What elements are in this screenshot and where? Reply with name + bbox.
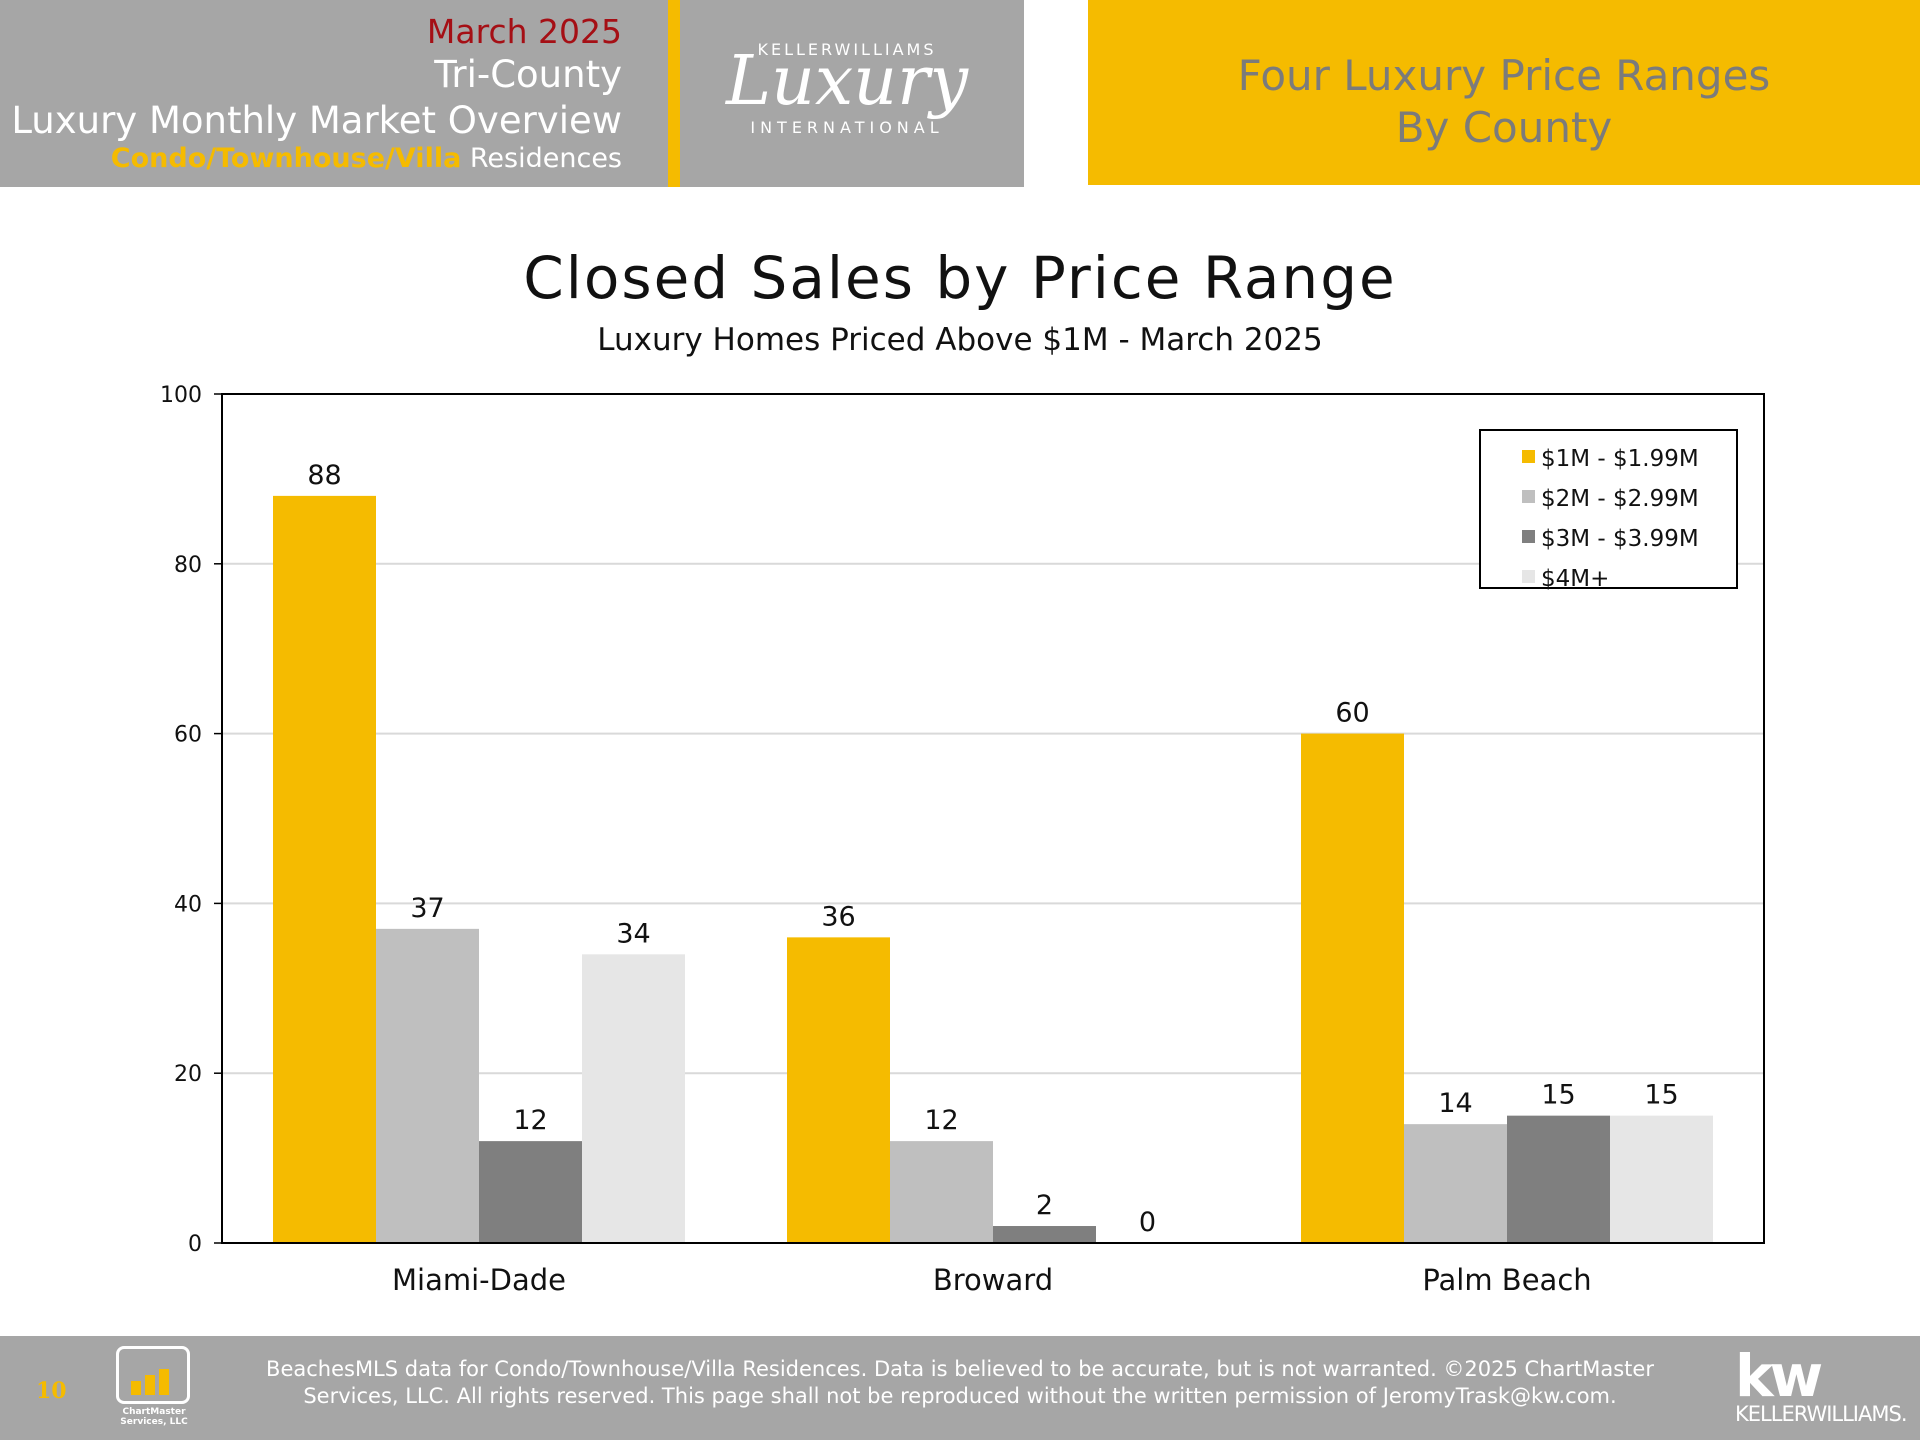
data-label: 15	[1644, 1080, 1678, 1111]
legend-swatch	[1522, 450, 1535, 463]
chart-subtitle: Luxury Homes Priced Above $1M - March 20…	[597, 322, 1323, 358]
report-region: Tri-County	[434, 53, 622, 96]
chartmaster-logo-label: ChartMaster Services, LLC	[120, 1407, 188, 1427]
footer-disclaimer-line2: Services, LLC. All rights reserved. This…	[303, 1384, 1617, 1408]
y-tick-label: 20	[174, 1062, 202, 1087]
bar	[376, 928, 479, 1243]
bar	[1301, 733, 1404, 1243]
y-tick-label: 40	[174, 892, 202, 917]
data-label: 12	[924, 1105, 958, 1136]
closed-sales-bar-chart: 0 20 40 60 80 100 88 36 60 37 12 14 12 2 15 34 0 15 Miami-…	[160, 383, 1765, 1297]
page-number: 10	[36, 1378, 67, 1404]
logo-brand-text: KELLERWILLIAMS	[757, 40, 937, 59]
property-type-accent: Condo/Townhouse/Villa	[110, 143, 462, 174]
report-overview-title: Luxury Monthly Market Overview	[11, 99, 622, 142]
section-title: Four Luxury Price Ranges By County	[1088, 50, 1920, 154]
bar	[1507, 1115, 1610, 1243]
section-title-line1: Four Luxury Price Ranges	[1237, 51, 1771, 100]
footer-bar	[0, 1336, 1920, 1440]
legend-swatch	[1522, 530, 1535, 543]
legend-swatch	[1522, 570, 1535, 583]
logo-script-text: Luxury	[725, 42, 969, 121]
legend-label: $4M+	[1541, 566, 1609, 592]
bar	[890, 1141, 993, 1243]
bar	[993, 1226, 1096, 1243]
header-left-panel	[0, 0, 668, 187]
data-label: 12	[513, 1105, 547, 1136]
data-label: 60	[1335, 698, 1369, 729]
data-label: 2	[1036, 1190, 1053, 1221]
header-right-panel	[1088, 0, 1920, 185]
logo-international-text: INTERNATIONAL	[750, 118, 944, 137]
x-category-label: Palm Beach	[1422, 1263, 1591, 1297]
legend-label: $3M - $3.99M	[1541, 526, 1699, 552]
bar	[1404, 1124, 1507, 1243]
footer-disclaimer: BeachesMLS data for Condo/Townhouse/Vill…	[240, 1356, 1680, 1410]
kw-logo-wordmark: KELLERWILLIAMS.	[1735, 1402, 1907, 1426]
kw-logo-mark: kw	[1735, 1342, 1823, 1410]
data-label: 15	[1541, 1080, 1575, 1111]
bar	[582, 954, 685, 1243]
data-label: 37	[410, 893, 444, 924]
plot-frame	[221, 393, 1765, 1244]
property-type-rest: Residences	[461, 143, 622, 174]
kw-luxury-logo-panel: KELLERWILLIAMS Luxury INTERNATIONAL	[680, 0, 1024, 187]
y-tick-label: 0	[188, 1232, 202, 1257]
property-type-line: Condo/Townhouse/Villa Residences	[111, 143, 622, 174]
report-date: March 2025	[426, 12, 622, 51]
bar	[479, 1141, 582, 1243]
data-label: 34	[616, 918, 650, 949]
y-tick-label: 80	[174, 553, 202, 578]
footer-disclaimer-line1: BeachesMLS data for Condo/Townhouse/Vill…	[266, 1357, 1654, 1381]
section-title-line2: By County	[1395, 103, 1613, 152]
bar	[1610, 1115, 1713, 1243]
legend-label: $2M - $2.99M	[1541, 486, 1699, 512]
y-tick-label: 60	[174, 723, 202, 748]
chartmaster-logo-icon	[116, 1346, 190, 1404]
data-label: 0	[1139, 1207, 1156, 1238]
legend-swatch	[1522, 490, 1535, 503]
y-tick-label: 100	[160, 383, 202, 408]
legend-label: $1M - $1.99M	[1541, 446, 1699, 472]
chart-title: Closed Sales by Price Range	[523, 244, 1397, 312]
bar	[273, 495, 376, 1243]
header-accent-stripe	[668, 0, 680, 187]
x-category-label: Broward	[933, 1263, 1053, 1297]
data-label: 14	[1438, 1088, 1472, 1119]
x-category-label: Miami-Dade	[392, 1263, 566, 1297]
data-label: 36	[821, 901, 855, 932]
bar	[787, 937, 890, 1243]
data-label: 88	[307, 460, 341, 491]
